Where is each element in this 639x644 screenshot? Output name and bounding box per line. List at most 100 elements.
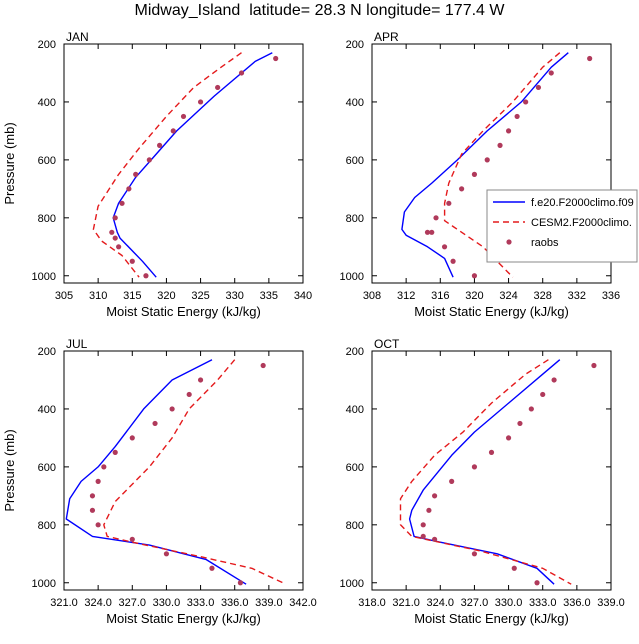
x-tick-label: 324.0 [84,597,112,609]
y-tick-label: 200 [38,39,56,51]
x-tick-label: 336 [602,290,620,302]
x-tick-label: 325 [191,290,209,302]
raobs-point [426,507,432,513]
x-tick-label: 328 [534,290,552,302]
x-tick-label: 320 [157,290,175,302]
model-line-cesm2 [92,52,242,278]
raobs-point [429,229,435,235]
raobs-point [146,157,152,163]
y-tick-label: 600 [38,155,56,167]
plot-frame [371,350,612,591]
y-tick-label: 600 [346,155,364,167]
y-tick-label: 400 [38,97,56,109]
raobs-point [237,580,244,586]
panel-title: OCT [374,337,400,351]
y-tick-label: 1000 [32,578,56,590]
raobs-point [420,522,426,528]
panel-jan: JAN 305 310 315 320 325 330 335 340 200 400 600 800 1… [2,30,312,319]
y-tick-label: 600 [346,462,364,474]
raobs-point [528,406,534,412]
panel-title: JUL [66,337,88,351]
x-tick-label: 339.0 [597,597,625,609]
model-line-cesm2 [103,359,287,585]
x-tick-label: 316 [431,290,449,302]
raobs-point [433,215,439,221]
x-tick-label: 305 [55,290,73,302]
x-tick-label: 340 [294,290,312,302]
raobs-point [488,449,495,455]
raobs-point [119,200,125,206]
model-line-cesm2 [399,359,572,585]
raobs-point [424,229,431,235]
x-tick-label: 320 [465,290,483,302]
raobs-point [143,273,149,279]
y-axis-label: Pressure (mb) [2,122,17,204]
raobs-point [449,478,455,484]
raobs-point [431,493,438,499]
x-tick-label: 327.0 [119,597,147,609]
panel-oct: OCT 318.0 321.0 324.0 327.0 330.0 333.0 336.0 33… [340,337,625,626]
x-tick-label: 333.0 [187,597,215,609]
plot-frame [63,43,304,284]
raobs-point [180,113,187,120]
y-tick-label: 400 [38,404,56,416]
raobs-point [484,157,490,163]
raobs-point [170,128,176,134]
x-tick-label: 315 [123,290,141,302]
x-tick-label: 342.0 [289,597,317,609]
y-tick-label: 200 [38,346,56,358]
y-tick-label: 600 [38,462,56,474]
raobs-point [238,70,245,76]
raobs-point [514,113,520,120]
raobs-point [420,533,426,540]
y-tick-label: 400 [346,404,364,416]
raobs-point [129,435,135,441]
raobs-point [511,565,517,571]
raobs-point [101,464,107,470]
raobs-point [431,536,438,542]
x-tick-label: 324 [499,290,517,302]
y-tick-label: 800 [346,213,364,225]
raobs-point [89,507,96,513]
panel-jul: JUL 321.0 324.0 327.0 330.0 333.0 336.0 339.0 34… [2,337,317,626]
x-tick-label: 327.0 [461,597,489,609]
y-tick-label: 1000 [32,271,56,283]
raobs-point [152,420,158,427]
raobs-point [169,406,175,412]
x-tick-label: 333.0 [529,597,557,609]
panel-title: APR [374,30,399,44]
raobs-point [112,235,118,241]
y-tick-label: 200 [346,346,364,358]
raobs-point [89,493,96,499]
legend: f.e20.F2000climo.f09 CESM2.F2000climo. rao… [486,189,638,263]
raobs-point [186,391,192,398]
raobs-point [471,464,478,470]
raobs-point [197,99,204,105]
x-tick-label: 330 [226,290,244,302]
x-axis-label: Moist Static Energy (kJ/kg) [414,304,569,319]
raobs-point [260,362,266,369]
legend-label: CESM2.F2000climo. [531,217,632,229]
raobs-point [534,580,540,586]
series-group [65,359,287,586]
x-tick-label: 335 [260,290,278,302]
panel-title: JAN [66,30,89,44]
y-tick-label: 1000 [340,578,364,590]
raobs-point [95,522,101,528]
y-tick-label: 200 [346,39,364,51]
y-tick-label: 1000 [340,271,364,283]
model-line-f-e20 [401,52,569,278]
series-group [401,52,593,279]
raobs-point [517,420,523,427]
raobs-point [459,186,465,192]
x-tick-label: 339.0 [255,597,283,609]
raobs-point [591,362,597,369]
model-line-cesm2 [443,52,561,278]
raobs-point [197,377,204,383]
raobs-point [109,229,115,235]
y-tick-label: 800 [346,520,364,532]
raobs-point [441,244,448,250]
x-tick-label: 336.0 [221,597,249,609]
x-axis-label: Moist Static Energy (kJ/kg) [414,611,569,626]
